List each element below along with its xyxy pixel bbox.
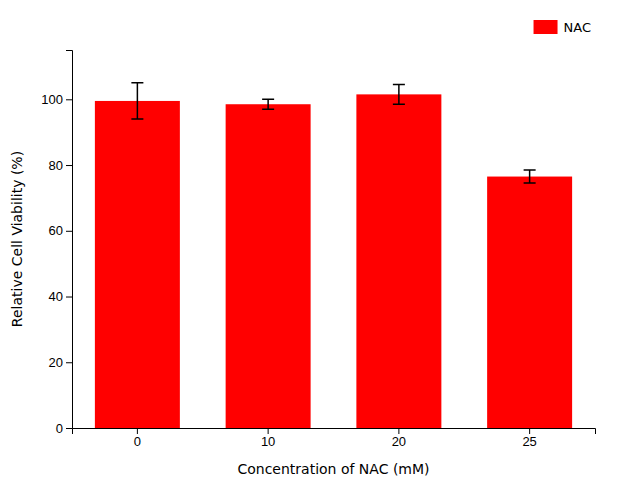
error-bar bbox=[393, 85, 405, 105]
y-tick-mark bbox=[66, 99, 72, 100]
y-tick-label: 40 bbox=[49, 289, 63, 304]
error-bar bbox=[131, 83, 143, 119]
chart-container: 0 10 20 25 0 20 40 60 80 100 Concentration of NAC … bbox=[0, 0, 619, 490]
legend-swatch bbox=[534, 20, 558, 34]
y-tick: 20 bbox=[49, 355, 72, 370]
x-tick-label: 0 bbox=[134, 434, 141, 449]
bar bbox=[95, 101, 180, 428]
x-tick-mark bbox=[398, 428, 399, 434]
legend-item: NAC bbox=[534, 20, 591, 35]
x-tick: 0 bbox=[134, 428, 141, 449]
legend-label: NAC bbox=[564, 20, 591, 35]
marks bbox=[95, 83, 572, 428]
x-tick: 20 bbox=[392, 428, 406, 449]
x-axis-line bbox=[73, 429, 596, 435]
y-axis-line bbox=[66, 51, 73, 429]
y-axis: 0 20 40 60 80 100 bbox=[41, 51, 72, 436]
x-axis-title: Concentration of NAC (mM) bbox=[237, 461, 429, 477]
x-tick-label: 10 bbox=[261, 434, 275, 449]
series bbox=[95, 83, 572, 428]
y-tick: 40 bbox=[49, 289, 72, 304]
bar bbox=[226, 104, 311, 428]
x-tick-label: 25 bbox=[522, 434, 536, 449]
chart: 0 10 20 25 0 20 40 60 80 100 Concentration of NAC … bbox=[0, 0, 619, 490]
y-tick-label: 20 bbox=[49, 355, 63, 370]
legend: NAC bbox=[534, 20, 591, 35]
y-tick-label: 60 bbox=[49, 223, 63, 238]
x-tick-mark bbox=[529, 428, 530, 434]
y-tick-mark bbox=[66, 231, 72, 232]
y-tick-mark bbox=[66, 362, 72, 363]
x-tick-label: 20 bbox=[392, 434, 406, 449]
error-bar bbox=[524, 170, 536, 183]
x-tick-mark bbox=[268, 428, 269, 434]
bar bbox=[487, 177, 572, 428]
y-tick: 60 bbox=[49, 223, 72, 238]
x-tick: 25 bbox=[522, 428, 536, 449]
error-bar bbox=[262, 99, 274, 109]
y-tick-label: 0 bbox=[56, 421, 63, 436]
x-tick: 10 bbox=[261, 428, 275, 449]
y-tick: 100 bbox=[41, 92, 72, 107]
y-tick-mark bbox=[66, 428, 72, 429]
x-axis: 0 10 20 25 bbox=[73, 428, 596, 449]
y-tick-label: 100 bbox=[41, 92, 63, 107]
y-tick-mark bbox=[66, 165, 72, 166]
x-tick-mark bbox=[137, 428, 138, 434]
bar bbox=[356, 94, 441, 428]
y-tick-mark bbox=[66, 297, 72, 298]
y-tick: 0 bbox=[56, 421, 72, 436]
y-axis-title: Relative Cell Viability (%) bbox=[9, 151, 25, 327]
plot: 0 10 20 25 0 20 40 60 80 100 Concentration of NAC … bbox=[9, 51, 596, 478]
y-tick-label: 80 bbox=[49, 158, 63, 173]
y-tick: 80 bbox=[49, 158, 72, 173]
